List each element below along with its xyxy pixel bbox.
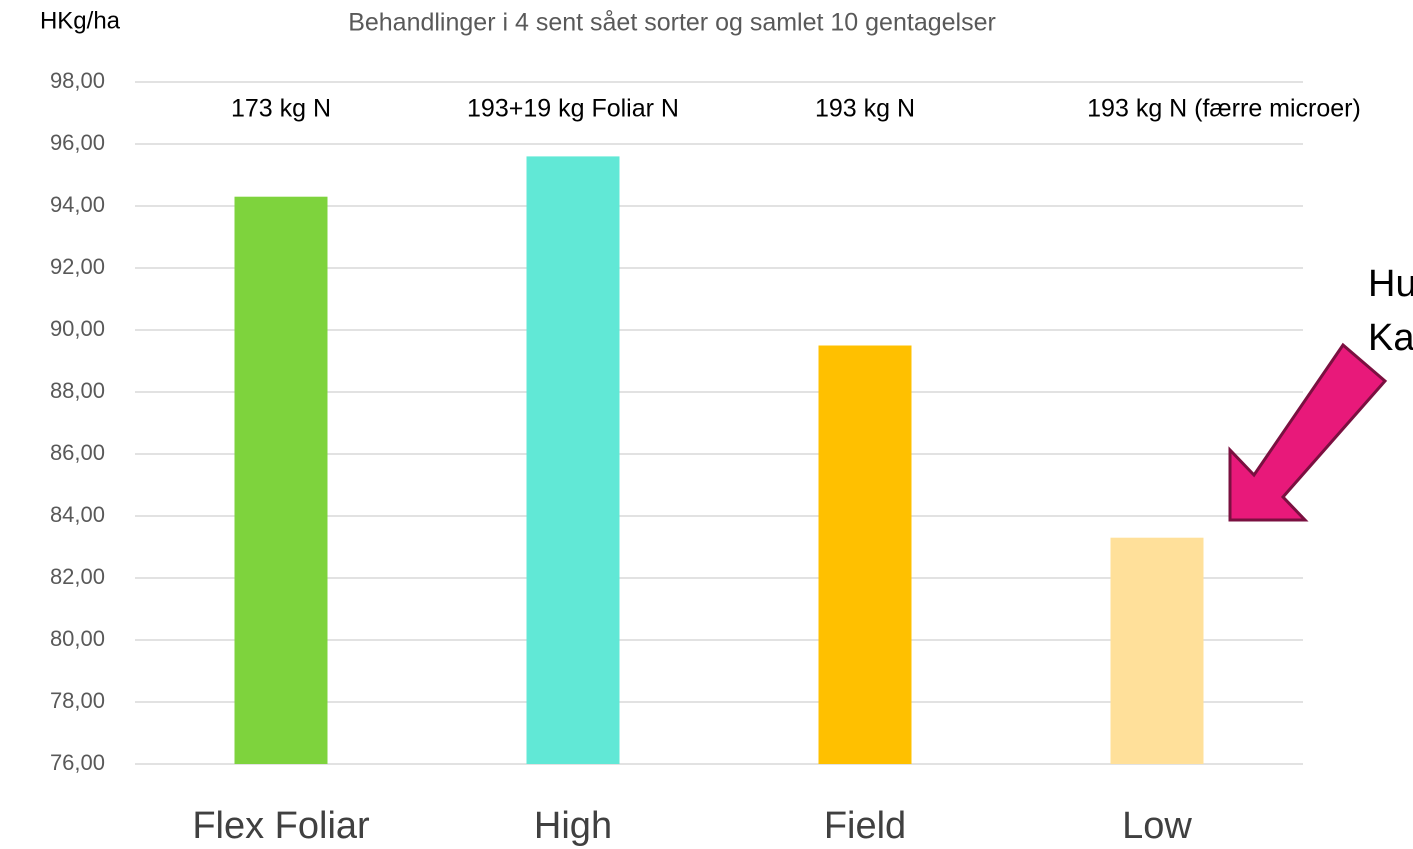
y-axis-label: HKg/ha	[40, 7, 121, 34]
bar	[818, 345, 912, 764]
annotation: Ka	[1368, 317, 1413, 359]
y-tick-label: 80,00	[50, 626, 105, 651]
bar-annotation: 193 kg N (færre microer)	[1087, 95, 1361, 123]
y-tick-label: 78,00	[50, 688, 105, 713]
chart-title: Behandlinger i 4 sent sået sorter og sam…	[348, 9, 996, 37]
y-tick-label: 92,00	[50, 254, 105, 279]
bar	[526, 156, 620, 764]
y-tick-label: 94,00	[50, 192, 105, 217]
bar-annotation: 193+19 kg Foliar N	[467, 95, 679, 123]
bar-annotation: 193 kg N	[815, 95, 915, 123]
bar	[234, 196, 328, 764]
y-tick-label: 96,00	[50, 130, 105, 155]
x-tick-label: Field	[824, 805, 906, 847]
arrow	[1228, 342, 1388, 522]
y-tick-label: 98,00	[50, 68, 105, 93]
y-tick-label: 88,00	[50, 378, 105, 403]
y-tick-label: 82,00	[50, 564, 105, 589]
x-tick-label: Low	[1122, 805, 1192, 847]
bar-annotation: 173 kg N	[231, 95, 331, 123]
bar	[1110, 537, 1204, 764]
x-tick-label: High	[534, 805, 612, 847]
annotation: Hu	[1368, 263, 1413, 305]
y-tick-label: 86,00	[50, 440, 105, 465]
x-tick-label: Flex Foliar	[192, 805, 370, 847]
y-tick-label: 90,00	[50, 316, 105, 341]
y-tick-label: 84,00	[50, 502, 105, 527]
y-tick-label: 76,00	[50, 750, 105, 775]
